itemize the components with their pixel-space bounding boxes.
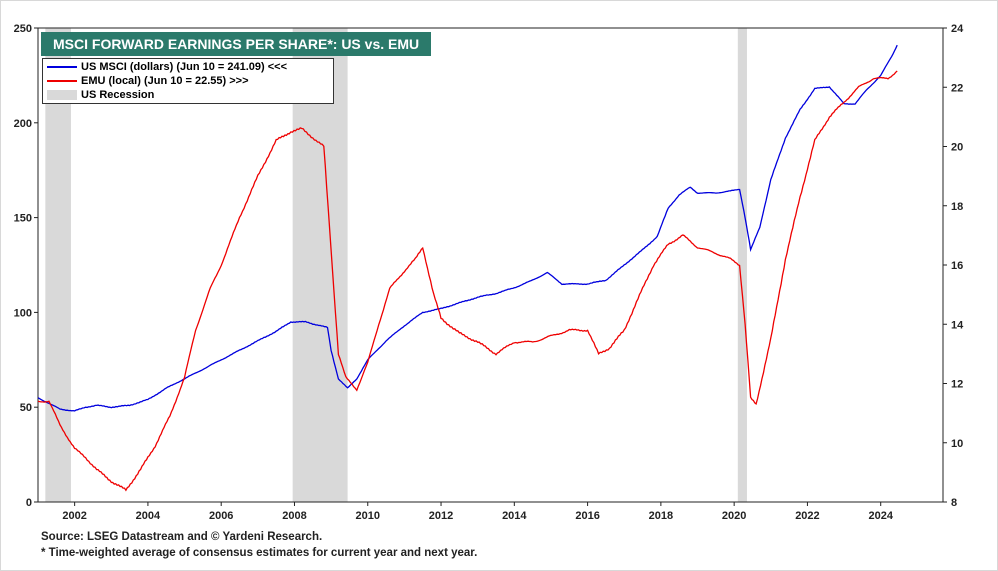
left-tick-label-1: 50 bbox=[20, 402, 32, 414]
legend-label-recession: US Recession bbox=[81, 89, 155, 101]
x-tick-label-10: 2022 bbox=[795, 510, 819, 522]
left-tick-label-2: 100 bbox=[14, 307, 32, 319]
series-line-us bbox=[37, 44, 898, 412]
x-tick-label-3: 2008 bbox=[282, 510, 306, 522]
footnote: * Time-weighted average of consensus est… bbox=[41, 547, 478, 559]
x-tick-label-1: 2004 bbox=[136, 510, 161, 522]
legend-label-emu: EMU (local) (Jun 10 = 22.55) >>> bbox=[81, 75, 249, 87]
legend-swatch-emu bbox=[47, 80, 77, 83]
left-tick-label-4: 200 bbox=[14, 118, 32, 130]
left-tick-label-5: 250 bbox=[14, 23, 32, 35]
recession-band-0 bbox=[45, 28, 71, 502]
x-tick-label-6: 2014 bbox=[502, 510, 527, 522]
left-tick-label-3: 150 bbox=[14, 213, 32, 225]
source-note: Source: LSEG Datastream and © Yardeni Re… bbox=[41, 531, 323, 543]
legend-swatch-us bbox=[47, 66, 77, 69]
x-tick-label-11: 2024 bbox=[868, 510, 893, 522]
right-tick-label-3: 14 bbox=[951, 319, 964, 331]
legend-swatch-recession bbox=[47, 90, 77, 101]
x-tick-label-2: 2006 bbox=[209, 510, 233, 522]
legend-item-us: US MSCI (dollars) (Jun 10 = 241.09) <<< bbox=[47, 60, 287, 74]
right-tick-label-0: 8 bbox=[951, 497, 957, 509]
legend-item-emu: EMU (local) (Jun 10 = 22.55) >>> bbox=[47, 74, 249, 88]
recession-band-1 bbox=[292, 28, 348, 502]
chart-legend: US MSCI (dollars) (Jun 10 = 241.09) <<< … bbox=[42, 58, 334, 104]
right-tick-label-7: 22 bbox=[951, 82, 963, 94]
series-line-emu bbox=[37, 70, 898, 492]
right-tick-label-6: 20 bbox=[951, 142, 963, 154]
x-tick-label-0: 2002 bbox=[62, 510, 86, 522]
chart-footer: Source: LSEG Datastream and © Yardeni Re… bbox=[41, 529, 477, 561]
x-tick-label-5: 2012 bbox=[429, 510, 453, 522]
right-tick-label-2: 12 bbox=[951, 379, 963, 391]
right-tick-label-4: 16 bbox=[951, 260, 963, 272]
right-tick-label-5: 18 bbox=[951, 201, 963, 213]
recession-band-2 bbox=[737, 28, 747, 502]
left-tick-label-0: 0 bbox=[26, 497, 32, 509]
right-tick-label-1: 10 bbox=[951, 438, 963, 450]
x-tick-label-7: 2016 bbox=[575, 510, 599, 522]
right-tick-label-8: 24 bbox=[951, 23, 964, 35]
x-tick-label-4: 2010 bbox=[356, 510, 380, 522]
chart-title: MSCI FORWARD EARNINGS PER SHARE*: US vs.… bbox=[41, 32, 432, 56]
legend-item-recession: US Recession bbox=[47, 88, 154, 102]
x-tick-label-9: 2020 bbox=[722, 510, 746, 522]
legend-label-us: US MSCI (dollars) (Jun 10 = 241.09) <<< bbox=[81, 61, 288, 73]
x-tick-label-8: 2018 bbox=[649, 510, 673, 522]
